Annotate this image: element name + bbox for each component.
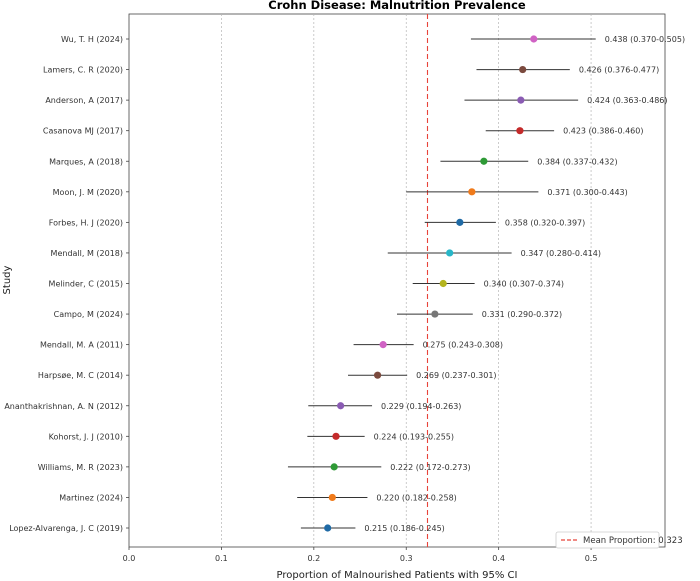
x-axis-ticks: 0.0 0.1 0.2 0.3 0.4 0.5	[123, 547, 598, 563]
study-label: Campo, M (2024)	[54, 310, 123, 319]
study-label: Harpsøe, M. C (2014)	[38, 371, 123, 380]
legend-box	[555, 531, 660, 549]
study-label: Lamers, C. R (2020)	[43, 66, 123, 75]
value-label: 0.215 (0.186-0.245)	[364, 524, 444, 533]
point-estimate	[517, 96, 525, 104]
chart-title: Crohn Disease: Malnutrition Prevalence	[268, 0, 526, 12]
value-label: 0.426 (0.376-0.477)	[579, 66, 659, 75]
value-label: 0.229 (0.194-0.263)	[381, 402, 461, 411]
value-label: 0.423 (0.386-0.460)	[563, 127, 643, 136]
study-label: Moon, J. M (2020)	[53, 188, 123, 197]
value-label: 0.222 (0.172-0.273)	[390, 463, 470, 472]
study-label: Mendall, M (2018)	[51, 249, 123, 258]
study-label: Forbes, H. J (2020)	[49, 218, 123, 227]
point-estimate	[332, 432, 340, 440]
value-label: 0.347 (0.280-0.414)	[521, 249, 601, 258]
value-label: 0.438 (0.370-0.505)	[605, 35, 685, 44]
value-label: 0.224 (0.193-0.255)	[374, 432, 454, 441]
study-label: Martinez (2024)	[59, 493, 123, 502]
study-label: Lopez-Alvarenga, J. C (2019)	[9, 524, 123, 533]
point-estimate	[431, 310, 439, 318]
point-estimate	[519, 65, 527, 74]
point-estimate	[456, 218, 464, 226]
point-estimate	[379, 341, 387, 349]
study-label: Casanova MJ (2017)	[43, 127, 123, 136]
x-tick-label: 0.1	[215, 554, 228, 563]
x-tick-label: 0.3	[400, 554, 413, 563]
study-label: Anderson, A (2017)	[45, 96, 123, 105]
point-estimate	[328, 493, 336, 502]
value-label: 0.371 (0.300-0.443)	[547, 188, 627, 197]
plot-frame	[128, 13, 666, 548]
study-label: Melinder, C (2015)	[49, 280, 123, 289]
x-tick-label: 0.2	[307, 554, 320, 563]
value-label: 0.275 (0.243-0.308)	[423, 341, 503, 350]
study-marks: 0.438 (0.370-0.505) 0.426 (0.376-0.477) 0.…	[287, 35, 685, 533]
y-axis-title: Study	[2, 265, 13, 294]
point-estimate	[373, 371, 382, 379]
value-label: 0.331 (0.290-0.372)	[482, 310, 562, 319]
point-estimate	[468, 188, 476, 196]
point-estimate	[446, 249, 454, 257]
study-label: Mendall, M. A (2011)	[40, 341, 123, 350]
grid-lines	[221, 14, 592, 547]
value-label: 0.340 (0.307-0.374)	[484, 280, 564, 289]
study-label: Marques, A (2018)	[49, 157, 123, 166]
study-label: Wu, T. H (2024)	[61, 35, 123, 44]
point-estimate	[530, 35, 538, 43]
y-axis-ticks: Wu, T. H (2024) Lamers, C. R (2020) Anders…	[4, 35, 129, 533]
value-label: 0.220 (0.182-0.258)	[376, 493, 456, 502]
x-tick-label: 0.5	[585, 554, 598, 563]
value-label: 0.424 (0.363-0.486)	[587, 96, 667, 105]
value-label: 0.358 (0.320-0.397)	[505, 218, 585, 227]
x-tick-label: 0.4	[492, 554, 505, 563]
legend-mean-label: Mean Proportion: 0.323	[583, 536, 683, 546]
legend: Mean Proportion: 0.323	[555, 531, 683, 549]
point-estimate	[337, 402, 345, 410]
x-axis-title: Proportion of Malnourished Patients with…	[277, 570, 518, 581]
x-tick-label: 0.0	[123, 554, 136, 563]
point-estimate	[330, 463, 338, 471]
study-label: Williams, M. R (2023)	[38, 463, 123, 472]
study-label: Kohorst, J. J (2010)	[49, 432, 123, 441]
study-label: Ananthakrishnan, A. N (2012)	[4, 402, 123, 411]
point-estimate	[516, 127, 524, 135]
value-label: 0.269 (0.237-0.301)	[416, 371, 496, 380]
point-estimate	[324, 524, 332, 532]
value-label: 0.384 (0.337-0.432)	[537, 157, 617, 166]
point-estimate	[480, 157, 488, 165]
point-estimate	[439, 279, 447, 288]
